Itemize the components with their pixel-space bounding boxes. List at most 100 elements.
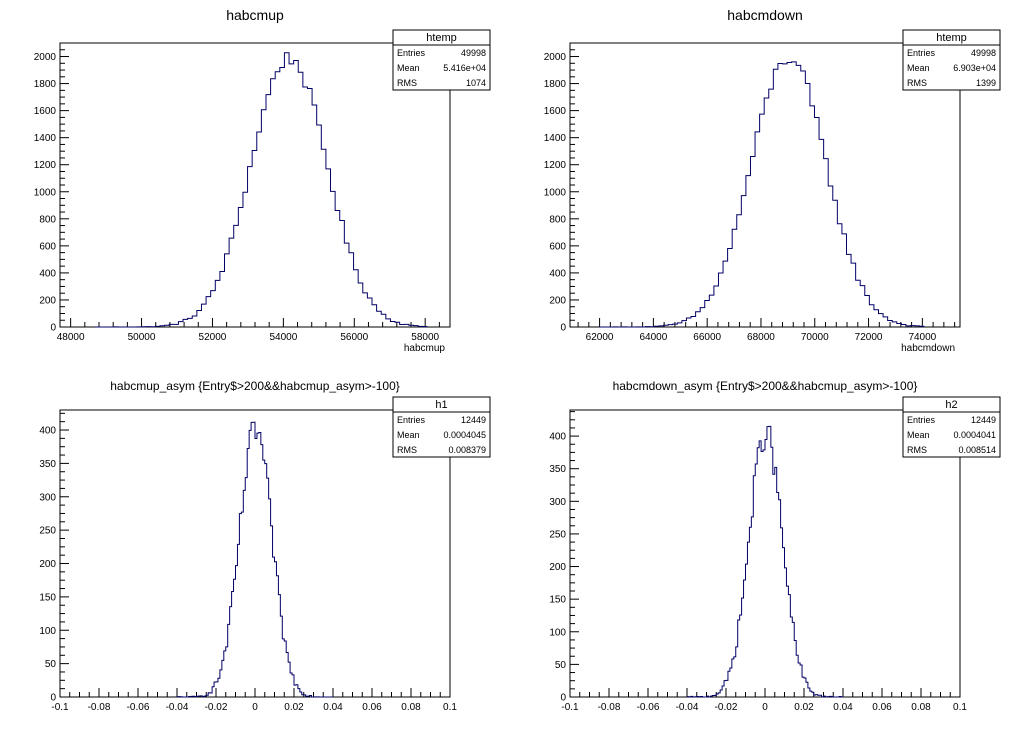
stats-box-frame bbox=[392, 29, 491, 91]
y-tick-label: 400 bbox=[39, 426, 56, 437]
y-tick-label: 1800 bbox=[34, 79, 57, 90]
y-tick-label: 1400 bbox=[34, 133, 57, 144]
y-tick-label: 100 bbox=[549, 627, 566, 638]
x-tick-label: 74000 bbox=[908, 332, 936, 343]
x-tick-label: 0.02 bbox=[794, 702, 814, 713]
x-tick-label: 52000 bbox=[199, 332, 227, 343]
x-tick-label: -0.06 bbox=[127, 702, 150, 713]
y-tick-label: 200 bbox=[549, 295, 566, 306]
y-tick-label: 300 bbox=[549, 497, 566, 508]
stats-label: Mean bbox=[397, 63, 420, 73]
y-tick-label: 600 bbox=[39, 241, 56, 252]
stats-label: RMS bbox=[397, 445, 417, 455]
stats-value: 0.008379 bbox=[448, 445, 486, 455]
stats-value: 0.0004041 bbox=[953, 430, 996, 440]
y-tick-label: 1800 bbox=[544, 79, 567, 90]
stats-box-frame bbox=[902, 29, 1001, 91]
y-tick-label: 200 bbox=[39, 295, 56, 306]
y-tick-label: 800 bbox=[549, 214, 566, 225]
histogram-line bbox=[599, 61, 925, 328]
x-tick-label: -0.02 bbox=[715, 702, 738, 713]
stats-value: 49998 bbox=[461, 48, 486, 58]
stats-value: 49998 bbox=[971, 48, 996, 58]
stats-value: 6.903e+04 bbox=[953, 63, 996, 73]
x-tick-label: 70000 bbox=[801, 332, 829, 343]
stats-box-name: htemp bbox=[426, 32, 457, 44]
plot-frame bbox=[59, 409, 451, 698]
x-tick-label: 50000 bbox=[128, 332, 156, 343]
x-tick-label: 0.02 bbox=[284, 702, 304, 713]
x-tick-label: 0.06 bbox=[872, 702, 892, 713]
x-tick-label: 0.08 bbox=[911, 702, 931, 713]
stats-box: h1 Entries 12449 Mean 0.0004045 RMS 0.008379 bbox=[392, 396, 491, 458]
stats-value: 0.0004045 bbox=[443, 430, 486, 440]
y-tick-label: 250 bbox=[39, 526, 56, 537]
stats-value: 0.008514 bbox=[958, 445, 996, 455]
y-tick-label: 1000 bbox=[544, 187, 567, 198]
y-tick-label: 1200 bbox=[544, 160, 567, 171]
stats-box-name: htemp bbox=[936, 32, 967, 44]
stats-label: Entries bbox=[907, 415, 936, 425]
x-tick-label: -0.04 bbox=[166, 702, 189, 713]
y-tick-label: 1600 bbox=[544, 106, 567, 117]
stats-label: RMS bbox=[397, 78, 417, 88]
y-tick-label: 1200 bbox=[34, 160, 57, 171]
y-tick-label: 200 bbox=[39, 559, 56, 570]
x-tick-label: 0.08 bbox=[401, 702, 421, 713]
x-tick-label: 54000 bbox=[269, 332, 297, 343]
stats-box-frame bbox=[392, 396, 491, 458]
stats-label: Entries bbox=[397, 415, 426, 425]
stats-label: Entries bbox=[397, 48, 426, 58]
histogram-line bbox=[686, 425, 844, 698]
x-tick-label: 72000 bbox=[855, 332, 883, 343]
stats-box-name: h1 bbox=[435, 399, 447, 411]
y-tick-label: 1600 bbox=[34, 106, 57, 117]
y-tick-label: 0 bbox=[560, 693, 566, 704]
histogram-line bbox=[176, 421, 333, 698]
y-tick-label: 0 bbox=[50, 323, 56, 334]
stats-value: 5.416e+04 bbox=[443, 63, 486, 73]
plot-frame bbox=[59, 42, 451, 328]
y-tick-label: 600 bbox=[549, 241, 566, 252]
stats-label: Mean bbox=[907, 430, 930, 440]
y-tick-label: 50 bbox=[555, 660, 567, 671]
x-tick-label: -0.06 bbox=[637, 702, 660, 713]
y-tick-label: 150 bbox=[549, 595, 566, 606]
x-tick-label: 68000 bbox=[747, 332, 775, 343]
x-tick-label: 64000 bbox=[639, 332, 667, 343]
y-tick-label: 0 bbox=[50, 693, 56, 704]
x-tick-label: 0.06 bbox=[362, 702, 382, 713]
histogram-panel-1: habcmup 0 200 400 600 800 1000 1200 1400 1600 1800… bbox=[34, 7, 491, 354]
y-tick-label: 350 bbox=[549, 464, 566, 475]
x-tick-label: 48000 bbox=[57, 332, 85, 343]
stats-label: RMS bbox=[907, 445, 927, 455]
stats-box-name: h2 bbox=[945, 399, 957, 411]
x-tick-label: 58000 bbox=[411, 332, 439, 343]
stats-value: 12449 bbox=[971, 415, 996, 425]
y-tick-label: 200 bbox=[549, 562, 566, 573]
stats-label: Mean bbox=[397, 430, 420, 440]
y-tick-label: 1000 bbox=[34, 187, 57, 198]
plot-frame bbox=[569, 42, 961, 328]
y-tick-label: 300 bbox=[39, 492, 56, 503]
stats-value: 1074 bbox=[466, 78, 486, 88]
x-tick-label: -0.08 bbox=[88, 702, 111, 713]
histogram-panel-4: habcmdown_asym {Entry$>200&&habcmup_asym… bbox=[549, 379, 1001, 713]
y-tick-label: 800 bbox=[39, 214, 56, 225]
chart-title: habcmup_asym {Entry$>200&&habcmup_asym>-… bbox=[110, 379, 400, 393]
histogram-panel-2: habcmdown 0 200 400 600 800 1000 1200 1400 1600 18… bbox=[544, 7, 1001, 354]
plot-frame bbox=[569, 409, 961, 698]
chart-title: habcmdown_asym {Entry$>200&&habcmup_asym… bbox=[613, 379, 918, 393]
y-tick-label: 400 bbox=[39, 268, 56, 279]
stats-label: RMS bbox=[907, 78, 927, 88]
x-tick-label: -0.1 bbox=[561, 702, 579, 713]
x-tick-label: -0.1 bbox=[51, 702, 69, 713]
x-tick-label: 0.04 bbox=[323, 702, 343, 713]
y-tick-label: 350 bbox=[39, 459, 56, 470]
y-tick-label: 250 bbox=[549, 529, 566, 540]
y-tick-label: 0 bbox=[560, 323, 566, 334]
histogram-panel-3: habcmup_asym {Entry$>200&&habcmup_asym>-… bbox=[39, 379, 491, 713]
stats-value: 1399 bbox=[976, 78, 996, 88]
chart-title: habcmup bbox=[226, 7, 284, 23]
